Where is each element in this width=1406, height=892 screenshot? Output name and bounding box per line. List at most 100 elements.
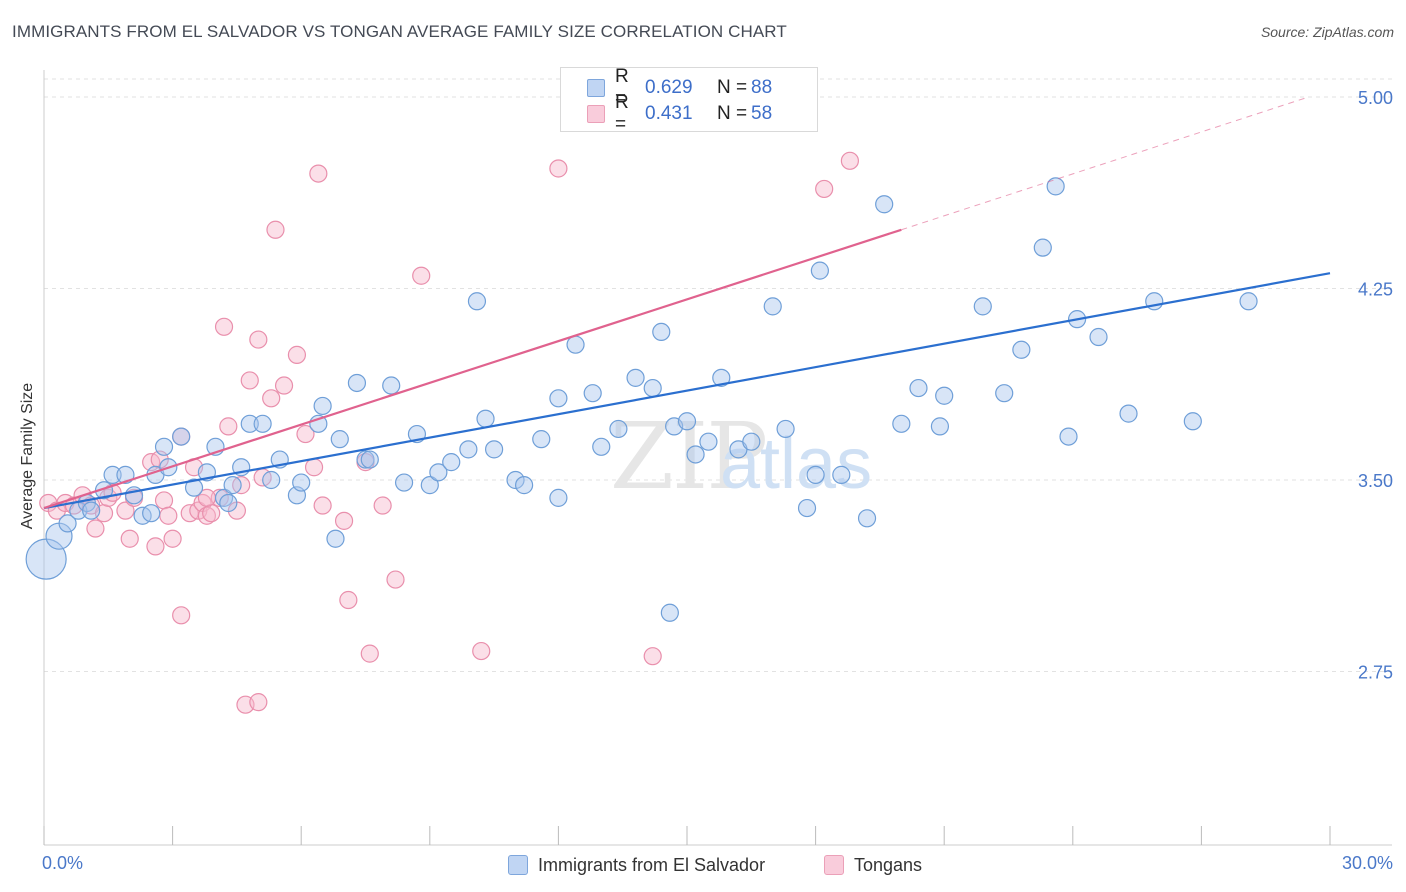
tongans-point: [296, 424, 315, 444]
legend-row-el-salvador: R = 0.629 N = 88: [587, 66, 773, 109]
el-salvador-point: [326, 529, 345, 548]
trend-lines: [43, 96, 1331, 510]
n-label: N =: [717, 103, 748, 124]
axes: [43, 70, 1392, 846]
el-salvador-point: [857, 509, 877, 528]
tongans-trend-extension: [901, 96, 1309, 231]
x-tick-label: 0.0%: [42, 853, 83, 873]
correlation-legend: R = 0.629 N = 88 R = 0.431 N = 58: [560, 66, 818, 135]
tick-labels: 2.75 3.50 4.25 5.00 0.0% 30.0%: [42, 88, 1393, 873]
tongans-point: [249, 693, 268, 712]
el-salvador-point: [652, 322, 671, 342]
tongans-point: [262, 389, 281, 408]
tongans-point: [472, 641, 491, 661]
el-salvador-point: [1183, 412, 1202, 431]
el-salvador-point: [506, 470, 525, 490]
tongans-point: [309, 164, 328, 183]
el-salvador-point: [549, 488, 568, 507]
el-salvador-point: [292, 473, 311, 492]
tongans-point: [386, 570, 405, 589]
el-salvador-point: [776, 419, 795, 439]
r-value: 0.431: [645, 103, 693, 124]
el-salvador-point: [609, 419, 628, 439]
el-salvador-point: [763, 297, 782, 316]
legend-item-tongans[interactable]: Tongans: [824, 853, 922, 877]
tongans-points: [39, 151, 859, 714]
tongans-point: [643, 647, 662, 666]
tongans-point: [202, 504, 221, 523]
el-salvador-point: [1119, 404, 1138, 423]
tongans-point: [86, 519, 105, 538]
el-salvador-points: [25, 177, 1258, 622]
y-tick-label: 2.75: [1358, 663, 1393, 683]
tongans-point: [339, 590, 358, 610]
el-salvador-point: [223, 476, 242, 495]
el-salvador-point: [124, 486, 144, 505]
tongans-point: [163, 529, 182, 548]
el-salvador-point: [712, 368, 731, 387]
el-salvador-point: [347, 373, 367, 393]
el-salvador-point: [429, 463, 448, 482]
el-salvador-point: [1059, 427, 1078, 446]
y-tick-label: 4.25: [1358, 280, 1393, 300]
tongans-point: [219, 417, 238, 436]
el-salvador-point: [82, 501, 101, 520]
el-salvador-point: [103, 465, 122, 484]
el-salvador-point: [360, 450, 379, 469]
tongans-point: [214, 317, 234, 336]
tongans-point: [172, 606, 191, 625]
el-salvador-point: [1033, 238, 1052, 257]
el-salvador-point: [892, 414, 911, 433]
tongans-point: [815, 179, 834, 199]
el-salvador-point: [382, 376, 401, 395]
el-salvador-point: [515, 476, 534, 495]
el-salvador-point: [476, 409, 495, 428]
el-salvador-point: [330, 430, 349, 449]
pink-swatch: [587, 105, 605, 123]
el-salvador-point: [394, 473, 414, 492]
watermark: ZIP atlas: [610, 403, 872, 510]
el-salvador-point: [240, 414, 259, 433]
tongans-point: [412, 266, 431, 285]
blue-swatch: [587, 79, 605, 97]
el-salvador-point: [313, 396, 332, 416]
el-salvador-point: [58, 514, 77, 533]
el-salvador-point: [643, 378, 662, 398]
el-salvador-point: [677, 412, 697, 431]
tongans-point: [274, 376, 294, 395]
el-salvador-point: [660, 603, 679, 622]
legend-label: Tongans: [854, 854, 923, 875]
legend-label: Immigrants from El Salvador: [538, 854, 766, 875]
r-value: 0.629: [645, 77, 693, 98]
el-salvador-point: [832, 465, 851, 484]
el-salvador-point: [626, 368, 645, 387]
n-label: N =: [717, 77, 748, 98]
tongans-point: [116, 501, 135, 520]
el-salvador-point: [930, 417, 950, 436]
watermark-zip: ZIP: [610, 403, 766, 510]
tongans-trend-line: [43, 228, 902, 510]
el-salvador-point: [699, 432, 718, 451]
el-salvador-point: [806, 465, 825, 484]
tongans-point: [360, 644, 379, 663]
el-salvador-point: [549, 389, 568, 408]
el-salvador-trend-line: [43, 272, 1331, 510]
watermark-atlas: atlas: [720, 424, 872, 504]
el-salvador-point: [485, 440, 504, 459]
tongans-point: [287, 345, 307, 364]
el-salvador-point: [1012, 340, 1031, 359]
el-salvador-point: [995, 384, 1014, 403]
source-label: Source: ZipAtlas.com: [1260, 24, 1394, 40]
el-salvador-point: [875, 195, 894, 214]
blue-swatch: [508, 855, 528, 875]
el-salvador-point: [592, 437, 611, 456]
tongans-point: [313, 496, 332, 515]
chart-title: IMMIGRANTS FROM EL SALVADOR VS TONGAN AV…: [12, 22, 787, 41]
el-salvador-point: [142, 504, 161, 523]
tongans-point: [840, 151, 859, 170]
tongans-point: [210, 488, 229, 507]
n-value: 88: [751, 77, 773, 98]
el-salvador-point: [797, 498, 817, 518]
legend-item-el-salvador[interactable]: Immigrants from El Salvador: [508, 853, 765, 877]
